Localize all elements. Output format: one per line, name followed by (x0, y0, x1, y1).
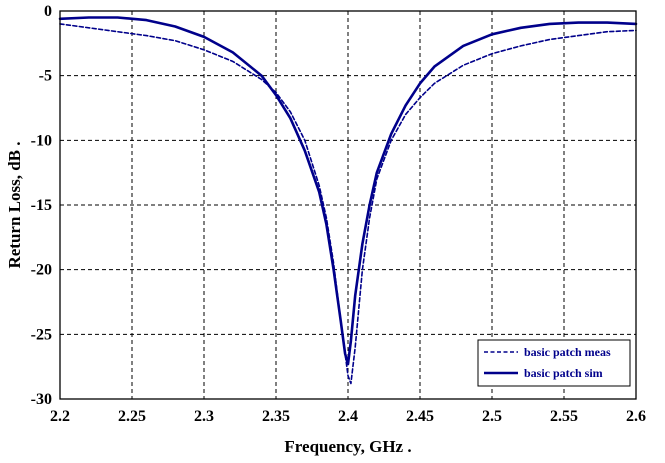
x-tick-label: 2.45 (406, 408, 434, 425)
y-tick-label: 0 (44, 3, 52, 20)
y-tick-label: -5 (39, 68, 52, 85)
plot-frame (59, 10, 637, 400)
x-tick-label: 2.4 (338, 408, 358, 425)
y-tick-label: -25 (31, 326, 52, 343)
series-layer (58, 16, 638, 385)
series-line-basic-patch-sim (58, 16, 638, 366)
y-tick-label: -30 (31, 391, 52, 408)
x-tick-label: 2.3 (194, 408, 214, 425)
y-axis-title: Return Loss, dB . (5, 141, 24, 268)
x-tick-label: 2.55 (550, 408, 578, 425)
legend-box (477, 339, 631, 387)
x-tick-label: 2.35 (262, 408, 290, 425)
y-tick-label: -15 (31, 197, 52, 214)
grid-lines (60, 11, 636, 399)
x-tick-label: 2.25 (118, 408, 146, 425)
legend: basic patch meas basic patch sim (477, 339, 631, 387)
x-tick-label: 2.2 (50, 408, 70, 425)
legend-label: basic patch sim (524, 366, 603, 380)
series-line-basic-patch-meas (59, 23, 637, 385)
x-tick-label: 2.6 (626, 408, 646, 425)
y-tick-label: -10 (31, 132, 52, 149)
y-tick-label: -20 (31, 262, 52, 279)
legend-label: basic patch meas (524, 345, 611, 359)
tick-labels: 2.2 2.25 2.3 2.35 2.4 2.45 2.5 2.55 2.6 0 -5 -10 -15… (31, 3, 646, 425)
x-axis-title: Frequency, GHz . (284, 437, 411, 456)
x-tick-label: 2.5 (482, 408, 502, 425)
